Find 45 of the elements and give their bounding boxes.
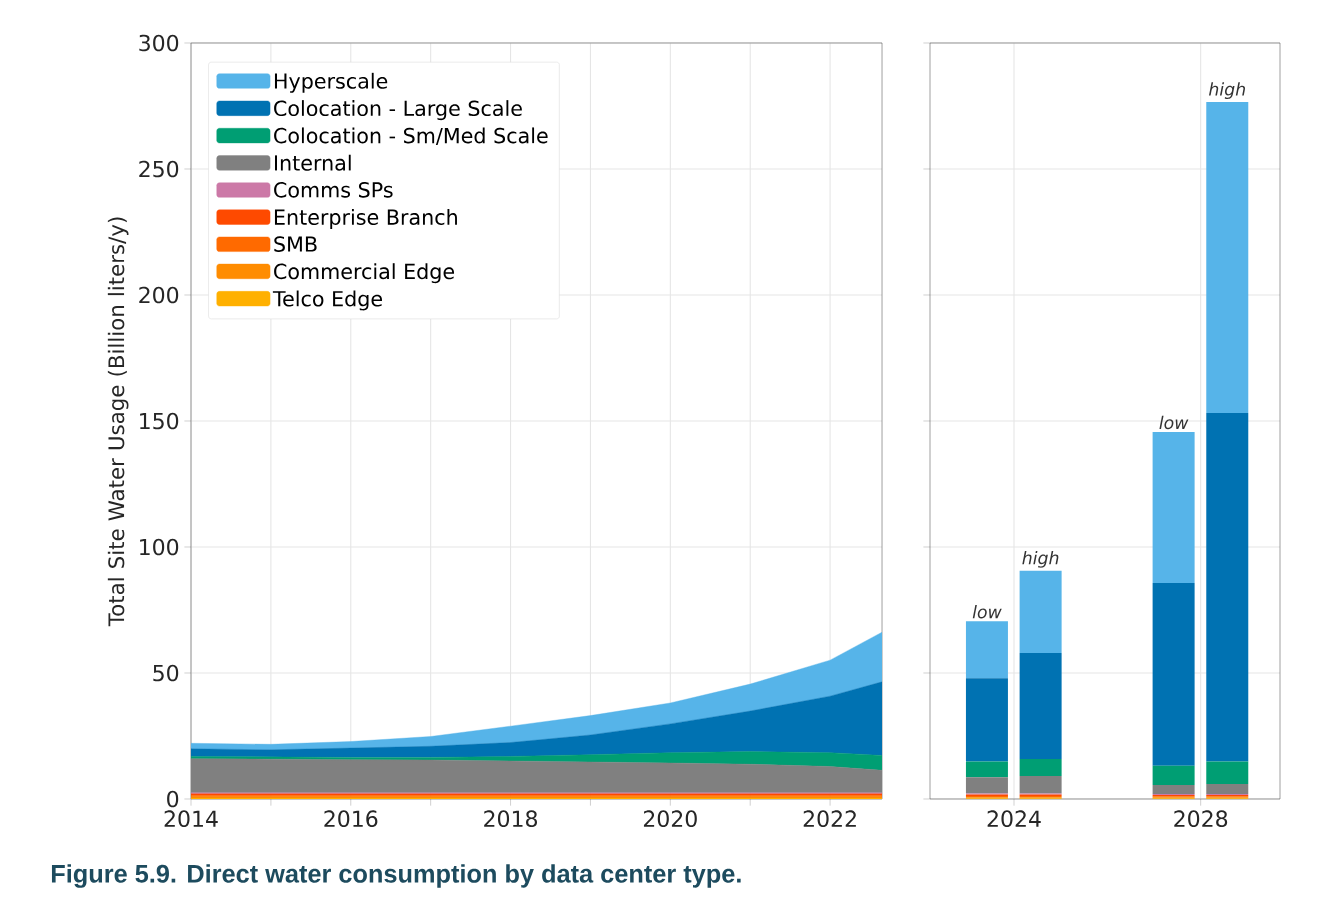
x-tick-label: 2022 (803, 810, 856, 828)
annotation: high (1208, 82, 1245, 100)
bar (965, 678, 1008, 762)
bar (965, 777, 1008, 794)
y-tick-label: 200 (139, 286, 179, 304)
x-tick-label: 2016 (324, 810, 378, 828)
bar (1152, 784, 1195, 794)
legend-label: Internal (274, 154, 351, 171)
x-tick-label: 2014 (164, 810, 218, 828)
legend-label: Hyperscale (274, 72, 388, 93)
x-tick-label: 2018 (484, 810, 538, 828)
y-tick-label: 300 (139, 34, 179, 52)
annotation: low (972, 604, 1002, 619)
annotation: low (1159, 415, 1189, 430)
annotation: high (1022, 550, 1059, 568)
x-tick-label: 2020 (643, 810, 697, 828)
y-tick-label: 50 (153, 664, 179, 682)
bar (1206, 412, 1249, 762)
y-tick-label: 0 (167, 790, 179, 808)
y-tick-label: 250 (139, 160, 179, 178)
y-tick-label: 100 (140, 538, 179, 556)
bar (1152, 432, 1195, 584)
bar (965, 621, 1008, 679)
legend-label: Commercial Edge (274, 263, 455, 284)
bar (1206, 783, 1249, 794)
legend-label: Telco Edge (272, 290, 382, 311)
bar (1206, 761, 1249, 784)
bar (1019, 758, 1062, 777)
bar (1019, 653, 1062, 759)
bar (1152, 583, 1195, 766)
legend-label: Enterprise Branch (274, 208, 457, 229)
legend-label: Colocation - Large Scale (274, 100, 522, 121)
bar (1019, 570, 1062, 654)
y-tick-label: 150 (140, 412, 179, 430)
y-axis-title: Total Site Water Usage (Billion liters/y) (107, 217, 129, 627)
legend-label: Colocation - Sm/Med Scale (274, 127, 548, 146)
x-tick-label: 2028 (1174, 810, 1228, 828)
bar (1206, 101, 1249, 413)
x-tick-label: 2024 (987, 810, 1041, 828)
bar (1019, 776, 1062, 794)
bar (965, 761, 1008, 778)
caption: Figure 5.9. Direct water consumption by data center type. (51, 864, 741, 888)
legend-label: SMB (274, 236, 317, 252)
bar (1152, 765, 1195, 785)
legend-label: Comms SPs (274, 182, 393, 198)
